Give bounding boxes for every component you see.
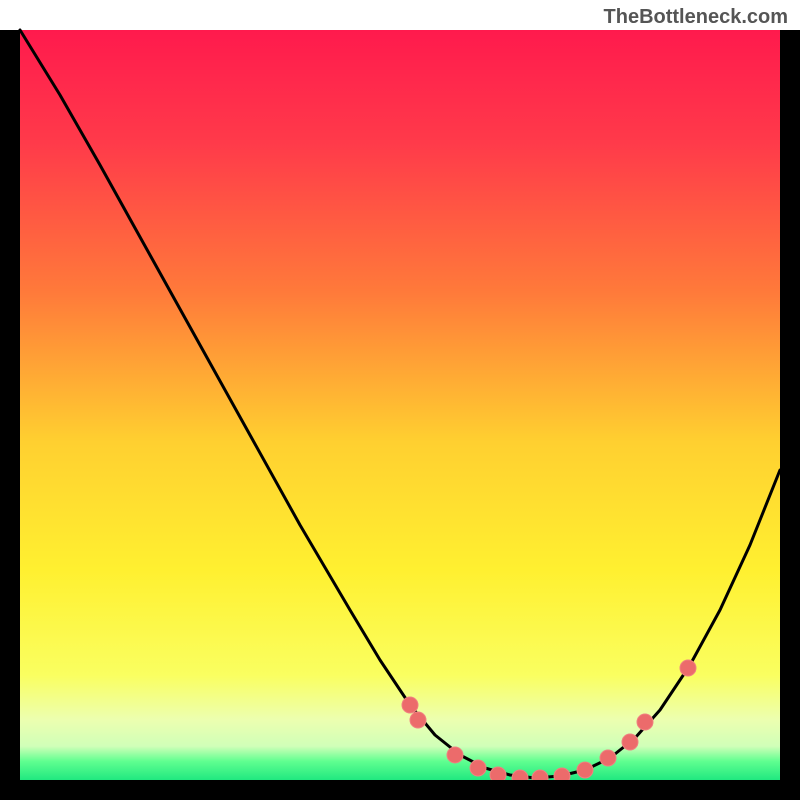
curve-marker (600, 750, 616, 766)
border-right (780, 30, 800, 800)
curve-marker (577, 762, 593, 778)
curve-marker (447, 747, 463, 763)
curve-marker (402, 697, 418, 713)
curve-marker (637, 714, 653, 730)
curve-marker (410, 712, 426, 728)
watermark-text: TheBottleneck.com (604, 6, 788, 29)
chart-svg (0, 0, 800, 800)
border-bottom (0, 780, 800, 800)
border-left (0, 30, 20, 800)
plot-background (20, 30, 780, 780)
curve-marker (470, 760, 486, 776)
curve-marker (622, 734, 638, 750)
bottleneck-chart: TheBottleneck.com (0, 0, 800, 800)
curve-marker (680, 660, 696, 676)
